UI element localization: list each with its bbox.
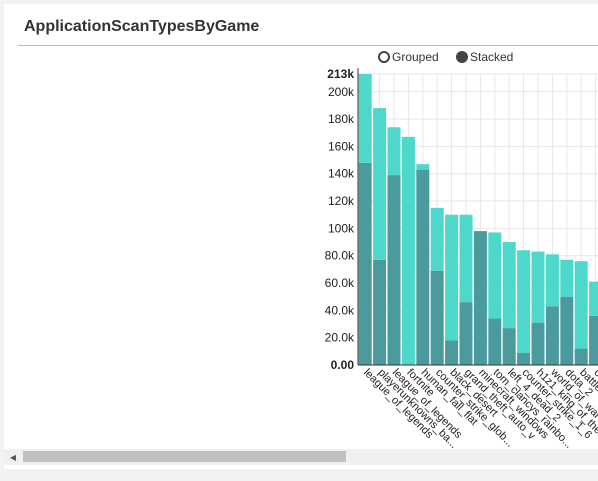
bar-segment-top bbox=[589, 281, 598, 316]
scrollbar-thumb[interactable] bbox=[23, 451, 346, 462]
bar-segment-bottom bbox=[459, 302, 473, 365]
bar-segment-bottom bbox=[545, 306, 559, 365]
y-tick-label: 80.0k bbox=[325, 249, 355, 263]
bar-segment-top bbox=[488, 232, 502, 319]
bar-segment-top bbox=[574, 261, 588, 349]
bar-segment-bottom bbox=[560, 296, 574, 365]
grouped-radio-icon[interactable] bbox=[378, 51, 390, 63]
scroll-left-button[interactable]: ◀ bbox=[6, 449, 20, 465]
title-divider bbox=[18, 45, 598, 46]
y-tick-label: 100k bbox=[328, 221, 355, 235]
y-tick-label: 20.0k bbox=[325, 331, 355, 345]
bar-segment-top bbox=[373, 108, 387, 260]
bar-segment-top bbox=[502, 242, 516, 329]
bar-segment-top bbox=[560, 259, 574, 297]
y-tick-label: 0.00 bbox=[331, 358, 355, 372]
bar-segment-top bbox=[545, 254, 559, 307]
bar-segment-bottom bbox=[517, 352, 531, 365]
y-tick-label: 60.0k bbox=[325, 276, 355, 290]
bar-segment-top bbox=[445, 214, 459, 341]
stacked-bar-chart: 0.00 20.0k 40.0k 60.0k 80.0k 100k 120k 140k 160k… bbox=[325, 67, 598, 449]
bar-segment-bottom bbox=[445, 340, 459, 365]
bar-segment-top bbox=[416, 164, 430, 170]
bar-segment-bottom bbox=[488, 318, 502, 365]
bar-segment-bottom bbox=[373, 259, 387, 365]
stacked-radio-icon[interactable] bbox=[456, 51, 468, 63]
bar-segment-top bbox=[358, 74, 372, 163]
bar-segment-bottom bbox=[574, 348, 588, 365]
bar-segment-top bbox=[517, 250, 531, 353]
grouped-label: Grouped bbox=[392, 50, 439, 64]
bar-segment-bottom bbox=[502, 328, 516, 365]
bar-segment-top bbox=[531, 251, 545, 323]
bar-segment-top bbox=[459, 214, 473, 303]
bar-segment-top bbox=[430, 207, 444, 271]
y-tick-label: 120k bbox=[328, 194, 355, 208]
bar-segment-bottom bbox=[589, 315, 598, 365]
horizontal-scrollbar[interactable]: ◀ bbox=[4, 449, 598, 465]
bar-segment-bottom bbox=[358, 162, 372, 365]
panel-title: ApplicationScanTypesByGame bbox=[24, 18, 260, 35]
bar-segment-bottom bbox=[430, 270, 444, 365]
y-tick-label: 200k bbox=[328, 85, 355, 99]
bar-segment-bottom bbox=[416, 169, 430, 365]
y-tick-label: 140k bbox=[328, 167, 355, 181]
bar-segment-bottom bbox=[473, 231, 487, 365]
bar-segment-top bbox=[401, 136, 415, 365]
y-tick-label: 160k bbox=[328, 139, 355, 153]
bar-segment-bottom bbox=[531, 322, 545, 365]
grouped-option[interactable]: Grouped bbox=[378, 49, 439, 65]
stacked-option[interactable]: Stacked bbox=[456, 49, 513, 65]
y-tick-label: 180k bbox=[328, 112, 355, 126]
bar-segment-top bbox=[387, 127, 401, 176]
y-tick-label: 40.0k bbox=[325, 303, 355, 317]
triangle-left-icon: ◀ bbox=[9, 452, 17, 462]
bar-segment-bottom bbox=[387, 175, 401, 365]
stacked-label: Stacked bbox=[470, 50, 514, 64]
y-tick-label: 213k bbox=[327, 67, 354, 81]
